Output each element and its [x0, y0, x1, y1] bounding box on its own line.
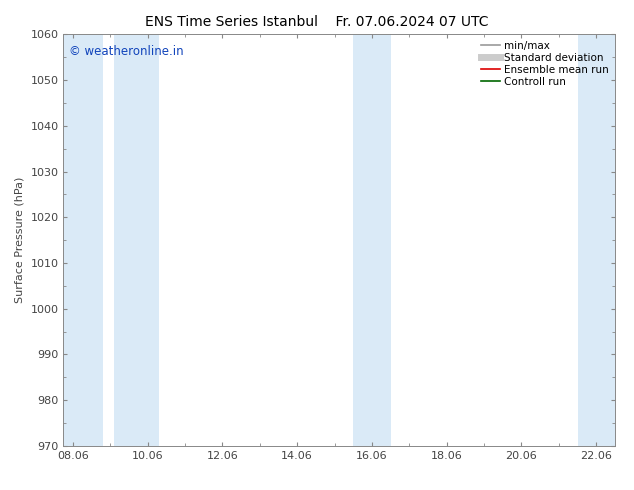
- Legend: min/max, Standard deviation, Ensemble mean run, Controll run: min/max, Standard deviation, Ensemble me…: [477, 36, 613, 91]
- Text: ENS Time Series Istanbul    Fr. 07.06.2024 07 UTC: ENS Time Series Istanbul Fr. 07.06.2024 …: [145, 15, 489, 29]
- Bar: [578, 34, 615, 446]
- Bar: [353, 34, 391, 446]
- Y-axis label: Surface Pressure (hPa): Surface Pressure (hPa): [15, 177, 25, 303]
- Bar: [63, 34, 103, 446]
- Text: © weatheronline.in: © weatheronline.in: [69, 45, 183, 58]
- Bar: [114, 34, 158, 446]
